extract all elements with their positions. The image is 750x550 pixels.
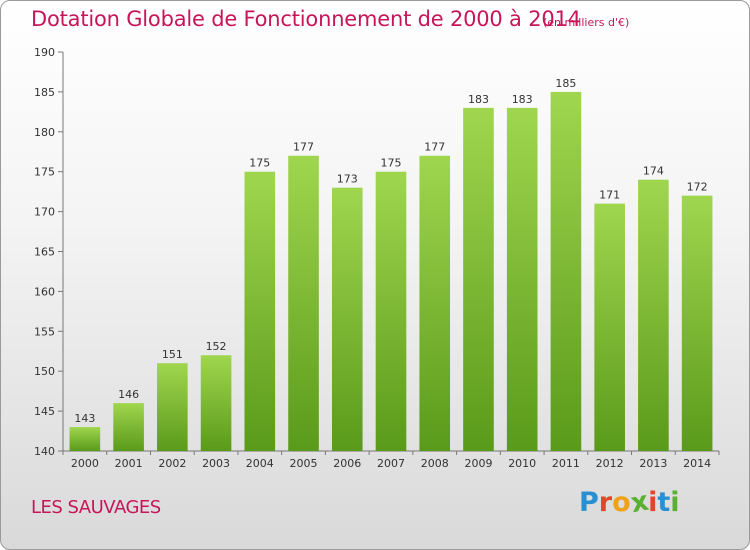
x-tick-label: 2009 (464, 457, 492, 470)
x-tick-label: 2002 (158, 457, 186, 470)
chart-labels: 2000 143 2001 146 2002 151 2003 152 2004 175 2005 1… (71, 77, 711, 470)
y-tick-label: 150 (34, 365, 55, 378)
x-tick-label: 2004 (246, 457, 274, 470)
y-tick-label: 160 (34, 285, 55, 298)
bar (463, 107, 494, 452)
x-tick-label: 2005 (290, 457, 318, 470)
bar-value-label: 143 (74, 412, 95, 425)
location-name: LES SAUVAGES (31, 497, 161, 518)
y-tick-label: 190 (34, 46, 55, 59)
x-tick-label: 2000 (71, 457, 99, 470)
y-tick-label: 180 (34, 126, 55, 139)
bar-value-label: 177 (424, 141, 445, 154)
x-tick-label: 2011 (552, 457, 580, 470)
chart-units: (en milliers d'€) (543, 16, 630, 29)
y-tick-label: 145 (34, 405, 55, 418)
bar-value-label: 152 (206, 340, 227, 353)
bar-value-label: 175 (249, 157, 270, 170)
x-tick-label: 2013 (639, 457, 667, 470)
y-tick-label: 185 (34, 86, 55, 99)
x-tick-label: 2014 (683, 457, 711, 470)
bar (506, 107, 538, 452)
bar-value-label: 175 (381, 157, 402, 170)
chart-axes: 140 145 150 155 160 165 170 175 180 185 190 (34, 46, 720, 458)
bar (550, 91, 582, 452)
bar (288, 155, 319, 452)
x-tick-label: 2010 (508, 457, 536, 470)
logo-letter: P (579, 487, 599, 518)
y-tick-label: 165 (34, 246, 55, 259)
bar (375, 171, 407, 451)
x-tick-label: 2007 (377, 457, 405, 470)
logo-letter: i (670, 487, 680, 518)
y-tick-label: 140 (34, 445, 55, 458)
x-tick-label: 2012 (596, 457, 624, 470)
bar-value-label: 183 (468, 93, 489, 106)
x-tick-label: 2001 (115, 457, 143, 470)
bar (681, 195, 713, 451)
y-tick-label: 170 (34, 206, 55, 219)
bar (331, 187, 363, 451)
bar (113, 403, 144, 451)
logo-letter: i (648, 487, 658, 518)
bar-value-label: 185 (555, 77, 576, 90)
logo-letter: t (657, 487, 671, 518)
bar-value-label: 183 (512, 93, 533, 106)
bar-value-label: 151 (162, 348, 183, 361)
bar (419, 155, 451, 452)
bar-value-label: 172 (687, 181, 708, 194)
x-tick-label: 2008 (421, 457, 449, 470)
chart-bars (69, 91, 713, 452)
logo-letter: r (598, 487, 613, 518)
bar-value-label: 177 (293, 141, 314, 154)
bar (244, 171, 276, 451)
x-tick-label: 2003 (202, 457, 230, 470)
bar (638, 179, 669, 451)
bar-value-label: 174 (643, 165, 664, 178)
bar (157, 363, 188, 451)
logo-letter: o (612, 487, 631, 518)
bar-value-label: 173 (337, 173, 358, 186)
bar (594, 203, 625, 451)
bar (69, 427, 101, 451)
chart-title: Dotation Globale de Fonctionnement de 20… (31, 7, 581, 31)
y-tick-label: 155 (34, 325, 55, 338)
y-tick-label: 175 (34, 166, 55, 179)
bar-value-label: 146 (118, 388, 139, 401)
bar-value-label: 171 (599, 189, 620, 202)
bar (200, 355, 232, 451)
x-tick-label: 2006 (333, 457, 361, 470)
proxiti-logo[interactable]: Proxiti (579, 486, 680, 520)
